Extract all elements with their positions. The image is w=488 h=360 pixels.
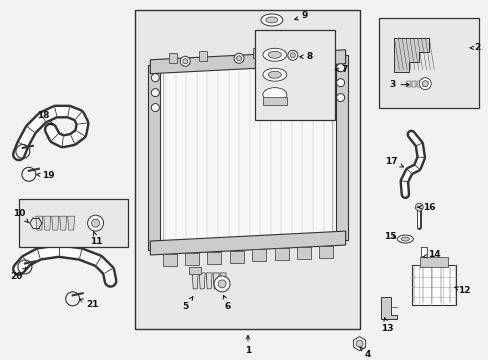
- Text: 20: 20: [11, 267, 26, 282]
- Circle shape: [236, 56, 241, 61]
- Bar: [379, 18, 478, 108]
- Bar: [254, 30, 334, 120]
- Polygon shape: [44, 216, 51, 230]
- Circle shape: [336, 79, 344, 87]
- Polygon shape: [52, 216, 59, 230]
- Circle shape: [355, 340, 362, 347]
- Circle shape: [151, 104, 159, 112]
- Ellipse shape: [268, 71, 281, 78]
- Text: 13: 13: [381, 318, 393, 333]
- Text: 15: 15: [384, 231, 396, 240]
- Text: 14: 14: [422, 251, 440, 260]
- Text: 19: 19: [37, 171, 55, 180]
- Bar: [411, 81, 415, 87]
- Text: 18: 18: [37, 111, 52, 125]
- Polygon shape: [335, 55, 347, 240]
- Polygon shape: [162, 255, 176, 266]
- Ellipse shape: [263, 87, 286, 102]
- Circle shape: [290, 53, 295, 58]
- Polygon shape: [148, 65, 160, 250]
- Polygon shape: [207, 252, 221, 264]
- Bar: [168, 53, 176, 63]
- Ellipse shape: [263, 48, 286, 61]
- Bar: [283, 46, 291, 57]
- Polygon shape: [199, 273, 205, 289]
- Bar: [252, 48, 261, 58]
- Text: 2: 2: [469, 43, 479, 52]
- Circle shape: [87, 215, 103, 231]
- Text: 9: 9: [294, 12, 307, 21]
- Polygon shape: [192, 273, 198, 289]
- Polygon shape: [353, 337, 365, 351]
- Text: 12: 12: [454, 286, 469, 295]
- Bar: [421, 247, 427, 267]
- Polygon shape: [67, 216, 75, 230]
- Circle shape: [336, 94, 344, 102]
- Bar: [420, 257, 447, 267]
- Text: 10: 10: [13, 209, 28, 222]
- Circle shape: [151, 89, 159, 96]
- Text: 4: 4: [359, 347, 370, 359]
- Circle shape: [214, 276, 229, 292]
- Text: 8: 8: [299, 52, 312, 61]
- Text: 5: 5: [182, 297, 192, 311]
- Polygon shape: [60, 216, 66, 230]
- Ellipse shape: [397, 235, 412, 243]
- Polygon shape: [206, 273, 212, 289]
- Text: 3: 3: [388, 80, 408, 89]
- Circle shape: [234, 53, 244, 63]
- Polygon shape: [163, 63, 332, 242]
- Polygon shape: [381, 297, 397, 319]
- Circle shape: [180, 56, 190, 66]
- Bar: [416, 81, 421, 87]
- Bar: [189, 267, 201, 274]
- Text: 7: 7: [335, 65, 347, 74]
- Text: 11: 11: [90, 231, 102, 246]
- Circle shape: [91, 219, 100, 227]
- Circle shape: [287, 50, 297, 60]
- Bar: [263, 96, 286, 105]
- Ellipse shape: [261, 14, 282, 26]
- Circle shape: [183, 59, 187, 64]
- Polygon shape: [274, 248, 288, 260]
- Polygon shape: [252, 249, 265, 261]
- Bar: [199, 51, 207, 61]
- Bar: [311, 45, 320, 55]
- Polygon shape: [158, 58, 337, 247]
- Polygon shape: [220, 273, 225, 289]
- Circle shape: [151, 74, 159, 82]
- Circle shape: [414, 203, 423, 211]
- Bar: [135, 10, 359, 329]
- Polygon shape: [213, 273, 219, 289]
- Polygon shape: [319, 246, 333, 258]
- Text: 21: 21: [80, 299, 99, 309]
- Ellipse shape: [265, 17, 277, 23]
- Text: 16: 16: [417, 203, 435, 212]
- Bar: [411, 265, 455, 305]
- Ellipse shape: [401, 237, 408, 241]
- Circle shape: [422, 81, 427, 87]
- Ellipse shape: [268, 51, 281, 58]
- Bar: [19, 199, 128, 247]
- Text: 6: 6: [223, 296, 231, 311]
- Circle shape: [418, 78, 430, 90]
- Text: 1: 1: [244, 336, 251, 355]
- Ellipse shape: [263, 68, 286, 81]
- Polygon shape: [36, 216, 43, 230]
- Circle shape: [336, 64, 344, 72]
- Polygon shape: [394, 38, 428, 72]
- Polygon shape: [150, 231, 345, 255]
- Circle shape: [218, 280, 225, 288]
- Polygon shape: [150, 50, 345, 74]
- Text: 17: 17: [385, 157, 403, 167]
- Polygon shape: [296, 247, 310, 259]
- Polygon shape: [229, 251, 243, 262]
- Polygon shape: [184, 253, 199, 265]
- Bar: [407, 81, 410, 87]
